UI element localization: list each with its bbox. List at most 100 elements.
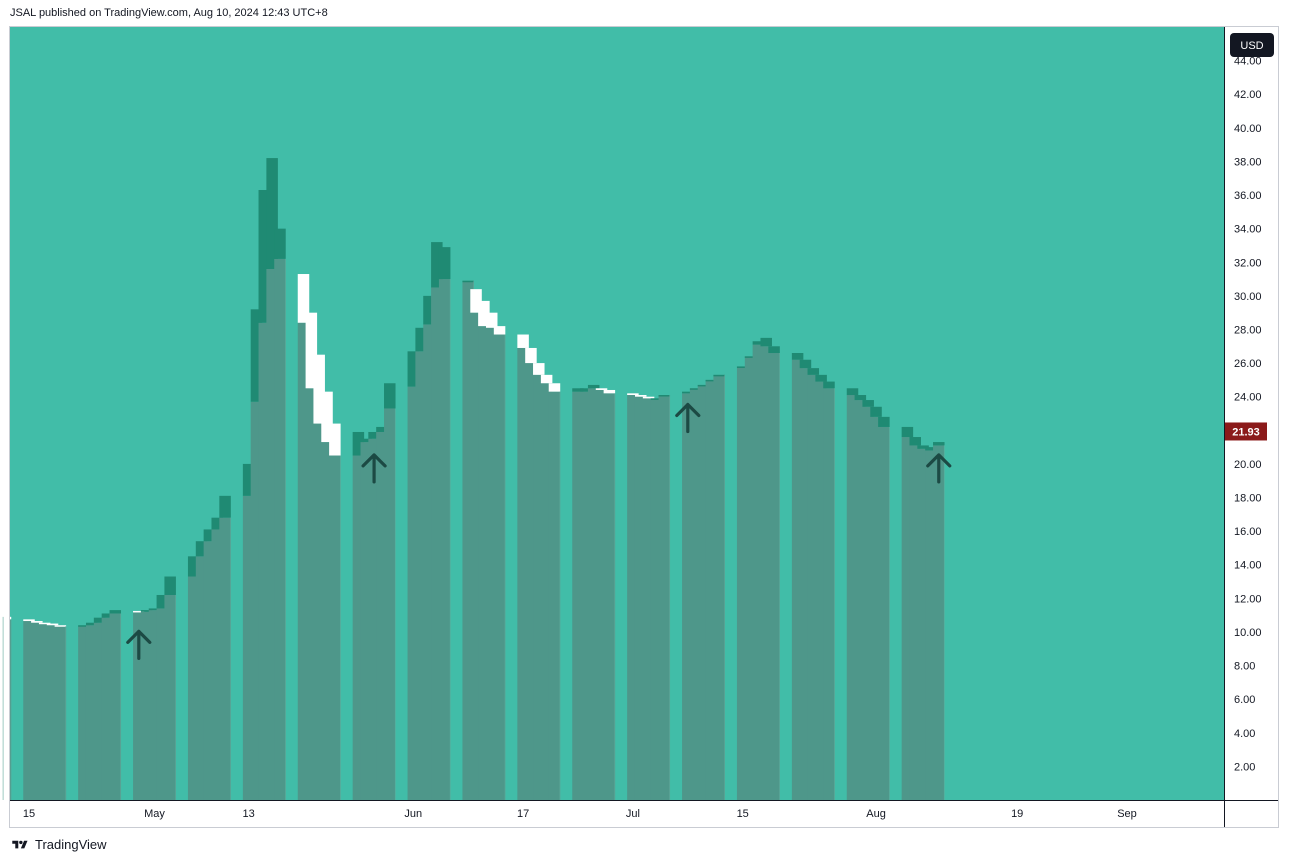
candle-down-segment [525, 347, 537, 364]
candle[interactable] [438, 247, 451, 801]
candle-body [862, 406, 874, 800]
candle-up-segment [211, 517, 223, 530]
price-tick-label: 32.00 [1234, 257, 1262, 269]
candle-up-segment [909, 437, 921, 446]
candle[interactable] [219, 495, 231, 800]
candle-body [258, 322, 271, 800]
candle-down-segment [31, 621, 43, 623]
candle[interactable] [384, 383, 396, 800]
price-tick-label: 6.00 [1234, 694, 1255, 706]
candle[interactable] [274, 228, 286, 800]
candle-up-segment [697, 384, 710, 387]
time-tick-label: Jun [404, 808, 422, 820]
candle[interactable] [933, 442, 945, 800]
candle-up-segment [815, 374, 827, 382]
candle-up-segment [384, 383, 396, 409]
candle-body [658, 395, 671, 800]
candle-down-segment [470, 289, 482, 313]
candle-body [423, 324, 435, 800]
candle-body [768, 353, 780, 800]
candle-down-segment [321, 391, 333, 443]
candle-up-segment [376, 426, 388, 432]
publish-attribution: JSAL published on TradingView.com, Aug 1… [10, 7, 328, 19]
candle-body [705, 379, 718, 800]
candle-body [485, 327, 498, 800]
candle-down-segment [642, 396, 655, 399]
candle-body [101, 617, 114, 800]
candle[interactable] [768, 346, 780, 800]
candle-body [462, 280, 474, 800]
candle-up-segment [274, 228, 286, 259]
candle-body [431, 287, 443, 800]
price-tick-label: 38.00 [1234, 156, 1262, 168]
candle[interactable] [713, 374, 725, 800]
candle[interactable] [10, 616, 12, 800]
candle-up-segment [752, 341, 765, 345]
candle-body [650, 398, 663, 800]
candle-down-segment [595, 388, 608, 390]
candle-up-segment [870, 406, 882, 417]
candle-up-segment [423, 295, 435, 325]
candle-body [823, 388, 835, 800]
price-tick-label: 24.00 [1234, 392, 1262, 404]
candle-body [211, 529, 223, 800]
price-tick-label: 12.00 [1234, 593, 1262, 605]
candle-body [878, 426, 890, 800]
candle-body [478, 326, 490, 800]
price-tick-label: 28.00 [1234, 324, 1262, 336]
candle[interactable] [164, 576, 176, 800]
candle-body [305, 388, 318, 800]
candle[interactable] [878, 416, 890, 800]
candle[interactable] [603, 389, 616, 800]
candle-body [85, 625, 98, 800]
candle-body [580, 391, 592, 800]
candle-down-segment [305, 312, 318, 389]
candles-group [2, 158, 945, 801]
axis-badges: USD 21.93 [1225, 33, 1274, 441]
candle-body [297, 322, 310, 800]
candle[interactable] [658, 395, 671, 800]
candle-up-segment [650, 398, 663, 400]
tradingview-logo-icon [12, 840, 28, 848]
candle-body [156, 608, 169, 800]
candle-up-segment [760, 337, 772, 347]
time-axis[interactable]: 15 May 13 Jun 17 Jul 15 Aug 19 Sep [23, 808, 1137, 820]
candle-up-segment [258, 190, 271, 323]
candle-up-segment [360, 438, 372, 443]
signal-arrows-group [126, 402, 952, 660]
candle-body [682, 393, 694, 800]
candle[interactable] [329, 423, 341, 800]
candle-body [744, 356, 757, 800]
candle[interactable] [823, 381, 835, 800]
price-axis[interactable]: 2.00 4.00 6.00 8.00 10.00 12.00 14.00 16.00 18.0… [1234, 56, 1262, 774]
candle-body [360, 442, 372, 800]
footer-brand[interactable]: TradingView [10, 837, 107, 852]
candle-up-segment [195, 541, 208, 557]
candle-body [352, 455, 365, 800]
candle-down-segment [133, 610, 145, 613]
currency-badge[interactable] [1230, 33, 1274, 57]
candle-body [313, 423, 325, 800]
price-tick-label: 26.00 [1234, 358, 1262, 370]
price-tick-label: 10.00 [1234, 627, 1262, 639]
candle[interactable] [109, 610, 122, 800]
candle-body [242, 495, 255, 800]
candle-body [38, 623, 51, 800]
candle-down-segment [627, 393, 639, 396]
candle-up-segment [580, 388, 592, 392]
candle-body [195, 556, 208, 800]
candle-up-segment [846, 388, 859, 396]
candle[interactable] [54, 625, 67, 800]
candle-body [23, 621, 35, 800]
candle-body [697, 384, 710, 800]
candle-up-segment [713, 374, 725, 377]
signal-up-arrow-icon [126, 629, 152, 660]
time-tick-label: 17 [517, 808, 529, 820]
candle-body [250, 401, 263, 800]
price-tick-label: 8.00 [1234, 661, 1255, 673]
candle-down-segment [493, 326, 506, 335]
candle-up-segment [925, 447, 937, 451]
candle[interactable] [548, 383, 561, 800]
candle[interactable] [493, 326, 506, 800]
